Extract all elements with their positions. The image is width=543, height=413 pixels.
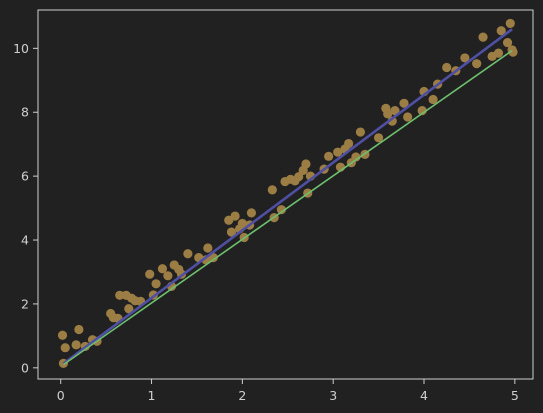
- y-tick-label: 2: [21, 296, 29, 311]
- reference-line: [62, 49, 513, 366]
- x-tick-label: 2: [238, 388, 246, 403]
- x-tick-label: 1: [148, 388, 156, 403]
- scatter-point: [344, 138, 354, 149]
- scatter-point: [74, 324, 84, 335]
- scatter-point: [399, 98, 409, 108]
- x-axis-ticks: 0 1 2 3 4 5: [57, 379, 519, 403]
- scatter-point: [124, 304, 134, 314]
- scatter-point: [472, 59, 482, 69]
- scatter-point: [230, 211, 240, 221]
- y-tick-label: 4: [21, 233, 29, 248]
- scatter-point: [502, 37, 513, 48]
- scatter-point: [267, 185, 277, 195]
- y-tick-label: 0: [21, 360, 29, 375]
- scatter-point: [324, 151, 334, 161]
- scatter-point: [428, 94, 438, 105]
- axes-frame: [37, 9, 534, 380]
- scatter-point: [390, 106, 400, 116]
- scatter-point: [403, 112, 413, 122]
- x-tick-label: 0: [57, 388, 65, 403]
- scatter-point: [301, 159, 311, 169]
- scatter-point: [163, 271, 173, 281]
- y-axis-ticks: 0 2 4 6 8 10: [13, 41, 38, 375]
- y-tick-label: 8: [21, 105, 29, 120]
- scatter-point: [508, 47, 518, 57]
- scatter-point: [276, 205, 287, 215]
- scatter-point: [355, 127, 366, 137]
- lines-layer: [62, 28, 513, 366]
- scatter-point: [71, 340, 81, 350]
- scatter-point: [417, 106, 427, 116]
- y-tick-label: 10: [13, 41, 29, 56]
- fit-line: [62, 28, 513, 365]
- scatter-point: [478, 32, 488, 42]
- x-tick-label: 4: [420, 388, 428, 403]
- scatter-point: [226, 227, 237, 237]
- scatter-point: [57, 330, 68, 340]
- x-tick-label: 3: [329, 388, 337, 403]
- scatter-point: [208, 252, 218, 263]
- scatter-point: [157, 264, 168, 274]
- scatter-point: [60, 343, 70, 353]
- scatter-point: [505, 18, 515, 29]
- scatter-point: [383, 109, 393, 119]
- scatter-point: [493, 48, 504, 58]
- x-tick-label: 5: [511, 388, 519, 403]
- scatter-point: [183, 249, 193, 259]
- scatter-point: [333, 147, 343, 157]
- scatter-point: [203, 243, 213, 253]
- scatter-point: [442, 62, 452, 73]
- scatter-point: [145, 269, 155, 279]
- scatter-point: [460, 53, 470, 63]
- scatter-point: [246, 208, 257, 218]
- scatter-point: [496, 26, 506, 36]
- y-tick-label: 6: [21, 169, 29, 184]
- scatter-point: [237, 218, 247, 229]
- scatter-point: [151, 279, 161, 289]
- scatter-point: [373, 133, 384, 143]
- scatter-point: [115, 290, 125, 300]
- scatter-point: [294, 172, 304, 182]
